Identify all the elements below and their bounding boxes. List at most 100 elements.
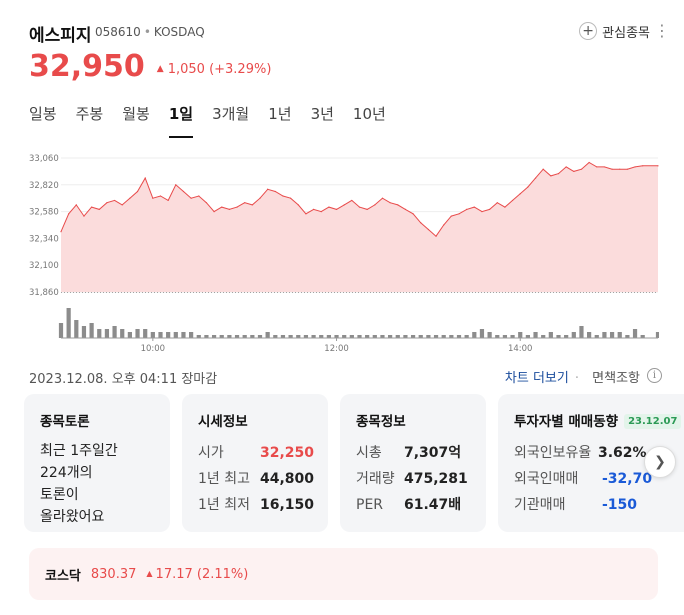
tab-period[interactable]: 월봉 (122, 105, 150, 123)
price-point (619, 168, 621, 170)
volume-bar (388, 335, 393, 338)
price-point (496, 202, 498, 204)
market-info-card[interactable]: 시세정보 시가 32,250 1년 최고 44,800 1년 최저 16,150 (182, 394, 328, 532)
price-point (152, 197, 154, 199)
volume-bar (219, 335, 224, 338)
tab-period[interactable]: 10년 (352, 105, 386, 123)
price-point (98, 208, 100, 210)
volume-bar (319, 335, 324, 338)
tab-period[interactable]: 3개월 (212, 105, 250, 123)
price-point (320, 211, 322, 213)
volume-bar (158, 332, 163, 338)
tab-period[interactable]: 주봉 (75, 105, 104, 123)
stock-info-card[interactable]: 종목정보 시총 7,307억 거래량 475,281 PER 61.47배 (340, 394, 486, 532)
price-point (657, 165, 659, 167)
row-label: PER (356, 497, 384, 513)
next-card-button[interactable]: ❯ (644, 446, 676, 478)
price-point (190, 197, 192, 199)
volume-bar (257, 335, 263, 338)
stock-market: KOSDAQ (153, 25, 205, 39)
discussion-body: 최근 1주일간 224개의 토론이 올라왔어요 (40, 440, 154, 528)
volume-bar (273, 335, 278, 338)
volume-bar (150, 332, 155, 338)
price-point (534, 177, 537, 179)
price-point (136, 190, 139, 193)
volume-bar (372, 335, 377, 338)
volume-bar (487, 332, 492, 338)
discussion-card[interactable]: 종목토론 최근 1주일간 224개의 토론이 올라왔어요 (24, 394, 170, 532)
volume-bar (479, 329, 485, 338)
price-point (366, 208, 368, 210)
price-point (611, 168, 613, 170)
price-point (504, 206, 506, 208)
price-point (374, 204, 376, 206)
volume-bar (326, 335, 331, 338)
volume-bar (365, 335, 370, 338)
disclaimer-link[interactable]: 면책조항 (592, 371, 640, 386)
discussion-line: 최근 1주일간 (40, 443, 118, 459)
price-point (481, 211, 483, 213)
volume-bar (342, 335, 347, 338)
price-point (588, 161, 590, 164)
price-point (603, 166, 606, 168)
volume-bar (655, 332, 659, 338)
tab-period[interactable]: 3년 (310, 105, 334, 123)
price-point (351, 199, 353, 202)
volume-bar (548, 332, 553, 338)
volume-bar (242, 335, 247, 338)
investor-row: 외국인매매 -32,70 (514, 466, 682, 492)
tab-period[interactable]: 1일 (168, 98, 194, 138)
volume-bar (587, 332, 592, 338)
price-point (381, 197, 384, 199)
price-point (634, 166, 636, 168)
volume-bar (464, 335, 469, 338)
y-tick-label: 32,100 (29, 261, 59, 271)
y-tick-label: 31,860 (29, 288, 59, 298)
row-label: 거래량 (356, 471, 395, 487)
row-value: 32,250 (260, 445, 315, 461)
price-point (167, 199, 169, 202)
discussion-line: 224개의 (40, 465, 93, 481)
price-point (435, 235, 437, 237)
price-point (251, 204, 253, 206)
volume-bar (403, 335, 408, 338)
volume-bar (418, 335, 423, 338)
chart-more-link[interactable]: 차트 더보기 · (505, 367, 579, 386)
volume-bar (234, 335, 240, 338)
price-point (420, 222, 422, 224)
row-label: 기관매매 (514, 497, 566, 513)
info-icon[interactable]: i (647, 368, 662, 383)
price-point (198, 195, 200, 197)
price-point (159, 195, 162, 197)
date-badge: 23.12.07 (624, 414, 682, 429)
tab-period[interactable]: 1년 (268, 105, 292, 123)
chart-svg: 33,060 32,820 32,580 32,340 32,100 31,860 10:0… (29, 154, 659, 354)
volume-bar (196, 335, 201, 338)
volume-bar (89, 323, 94, 338)
chevron-right-icon: ❯ (654, 454, 666, 470)
tab-period[interactable]: 일봉 (29, 105, 57, 123)
volume-bar (625, 335, 630, 338)
more-options-icon[interactable]: ⋮ (654, 21, 670, 40)
price-point (343, 204, 345, 206)
intraday-chart[interactable]: 33,060 32,820 32,580 32,340 32,100 31,860 10:0… (29, 150, 659, 360)
volume-bar (280, 335, 286, 338)
chart-timestamp: 2023.12.08. 오후 04:11 장마감 (29, 372, 218, 387)
price-point (335, 208, 338, 210)
row-label: 시총 (356, 445, 382, 461)
volume-bar (66, 308, 71, 338)
card-title: 종목정보 (356, 414, 406, 430)
discussion-line: 올라왔어요 (40, 509, 105, 525)
price-point (259, 197, 261, 199)
volume-bar (112, 326, 117, 338)
add-watchlist-button[interactable]: + 관심종목 (579, 19, 650, 43)
volume-bar (609, 332, 615, 338)
market-row: 1년 최고 44,800 (198, 466, 314, 492)
volume-bar (74, 320, 79, 338)
price-point (626, 168, 628, 170)
kosdaq-index-bar[interactable]: 코스닥 830.37 ▲ 17.17 (2.11%) (29, 548, 658, 600)
volume-bar (472, 332, 477, 338)
volume-bar (127, 332, 132, 338)
price-point (106, 202, 108, 204)
volume-bar (173, 332, 178, 338)
